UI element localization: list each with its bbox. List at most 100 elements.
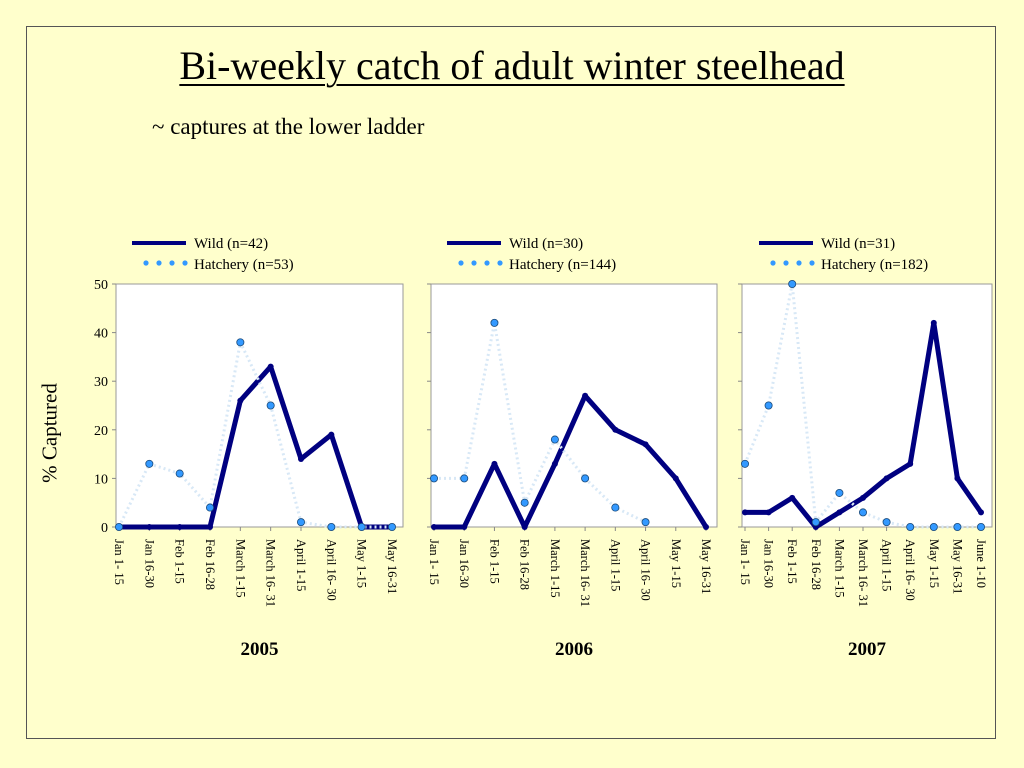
x-tick-label: Jan 16-30: [142, 539, 156, 588]
plot-area: [741, 283, 993, 528]
hatchery-series-line: [434, 322, 647, 524]
hatchery-data-point: [859, 508, 868, 517]
y-tick-label: 30: [94, 375, 108, 390]
wild-data-point: [860, 494, 866, 501]
wild-data-point: [789, 494, 796, 501]
plot-area: [115, 283, 404, 528]
hatchery-data-point: [266, 401, 275, 410]
wild-data-point: [431, 524, 437, 530]
legend-hatchery-swatch-dot: [471, 260, 477, 266]
wild-data-point: [582, 392, 589, 399]
slide-title: Bi-weekly catch of adult winter steelhea…: [179, 43, 845, 88]
hatchery-data-point: [460, 474, 469, 483]
hatchery-data-point: [327, 523, 336, 532]
hatchery-data-point: [929, 523, 938, 532]
x-tick-label: May 16-31: [950, 539, 964, 594]
hatchery-data-point: [115, 523, 124, 532]
hatchery-data-point: [764, 401, 773, 410]
legend-wild-label: Wild (n=30): [509, 236, 583, 252]
x-tick-label: March 16- 31: [264, 539, 278, 607]
wild-data-point: [836, 509, 843, 516]
y-tick-label: 0: [101, 521, 108, 536]
x-tick-label: Feb 1-15: [785, 539, 799, 584]
legend-hatchery-swatch-dot: [169, 260, 175, 266]
x-tick-label: May 1-15: [927, 539, 941, 588]
year-label: 2007: [848, 639, 887, 660]
x-tick-label: Feb 16-28: [809, 539, 823, 590]
hatchery-data-point: [520, 498, 529, 507]
legend-hatchery-swatch-dot: [182, 260, 188, 266]
legend-hatchery-label: Hatchery (n=53): [194, 257, 294, 273]
legend-hatchery-label: Hatchery (n=144): [509, 257, 616, 273]
x-tick-label: Jan 1- 15: [427, 539, 441, 585]
x-tick-label: March 16- 31: [578, 539, 592, 607]
x-tick-label: April 1-15: [608, 539, 622, 591]
wild-data-point: [461, 524, 468, 530]
x-tick-label: Feb 1-15: [487, 539, 501, 584]
wild-data-point: [642, 441, 649, 448]
plot-area: [430, 283, 718, 528]
x-tick-label: April 1-15: [880, 539, 894, 591]
legend-hatchery-swatch-dot: [770, 260, 776, 266]
wild-data-point: [765, 509, 772, 516]
x-tick-label: April 16- 30: [903, 539, 917, 601]
wild-data-point: [267, 363, 274, 370]
hatchery-data-point: [357, 523, 366, 532]
y-tick-label: 20: [94, 424, 108, 439]
hatchery-data-point: [641, 518, 650, 527]
hatchery-data-point: [296, 518, 305, 527]
wild-data-point: [298, 455, 304, 462]
hatchery-data-point: [205, 503, 214, 512]
wild-data-point: [612, 426, 619, 433]
chart-panel-2007: Jan 1- 15 Jan 16-30 Feb 1-15 Feb 16-28 March…: [738, 236, 993, 660]
x-tick-label: June 1-10: [974, 539, 988, 588]
hatchery-data-point: [490, 318, 499, 327]
x-tick-label: March 16- 31: [856, 539, 870, 607]
hatchery-data-point: [953, 523, 962, 532]
wild-data-point: [491, 460, 498, 467]
x-tick-label: Feb 16-28: [518, 539, 532, 590]
legend-hatchery-swatch-dot: [484, 260, 490, 266]
x-tick-label: May 16-31: [385, 539, 399, 594]
wild-data-point: [703, 524, 709, 530]
chart-panel-2006: Jan 1- 15 Jan 16-30 Feb 1-15 Feb 16-28 March…: [427, 236, 718, 660]
x-tick-label: March 1-15: [548, 539, 562, 598]
legend-hatchery-label: Hatchery (n=182): [821, 257, 928, 273]
legend-hatchery-swatch-dot: [143, 260, 149, 266]
year-label: 2005: [241, 639, 279, 660]
x-tick-label: April 1-15: [294, 539, 308, 591]
wild-data-point: [954, 475, 961, 482]
y-tick-label: 10: [94, 472, 108, 487]
year-label: 2006: [555, 639, 593, 660]
x-tick-label: Feb 1-15: [173, 539, 187, 584]
hatchery-data-point: [175, 469, 184, 478]
wild-series-line: [431, 393, 709, 530]
hatchery-data-point: [811, 518, 820, 527]
x-tick-label: Jan 1- 15: [738, 539, 752, 585]
legend-hatchery-swatch-dot: [783, 260, 789, 266]
chart-panel-2005: 0 10 20 30 40 50 Jan 1- 15 Jan 16-30 Feb 1-15 Feb…: [94, 236, 404, 660]
x-tick-label: May 1-15: [355, 539, 369, 588]
wild-data-point: [978, 509, 984, 516]
wild-data-point: [930, 319, 937, 326]
hatchery-data-point: [882, 518, 891, 527]
x-tick-label: May 16-31: [699, 539, 713, 594]
y-tick-label: 50: [94, 278, 108, 293]
wild-data-point: [207, 524, 213, 530]
hatchery-data-point: [581, 474, 590, 483]
x-tick-label: April 16- 30: [324, 539, 338, 601]
x-tick-label: Jan 1- 15: [112, 539, 126, 585]
x-tick-label: Jan 16-30: [762, 539, 776, 588]
hatchery-data-point: [741, 459, 750, 468]
wild-data-point: [176, 524, 183, 530]
x-tick-label: May 1-15: [669, 539, 683, 588]
legend-hatchery-swatch-dot: [156, 260, 162, 266]
x-tick-label: March 1-15: [233, 539, 247, 598]
x-tick-label: April 16- 30: [639, 539, 653, 601]
hatchery-data-point: [788, 279, 797, 288]
legend-hatchery-swatch-dot: [809, 260, 815, 266]
legend-hatchery-swatch-dot: [796, 260, 802, 266]
hatchery-data-point: [387, 523, 396, 532]
wild-data-point: [521, 524, 528, 530]
